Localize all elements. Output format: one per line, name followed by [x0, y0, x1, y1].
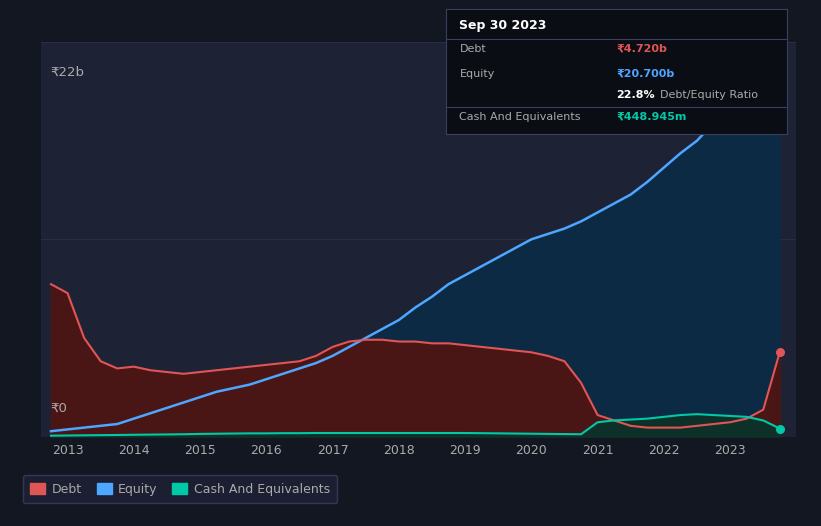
- Text: Cash And Equivalents: Cash And Equivalents: [460, 112, 581, 122]
- Text: ₹0: ₹0: [50, 402, 67, 415]
- Text: Equity: Equity: [460, 69, 495, 79]
- Point: [773, 348, 787, 356]
- Text: ₹22b: ₹22b: [50, 66, 84, 79]
- Text: ₹448.945m: ₹448.945m: [616, 112, 686, 122]
- Point: [773, 61, 787, 69]
- Point: [773, 424, 787, 433]
- Legend: Debt, Equity, Cash And Equivalents: Debt, Equity, Cash And Equivalents: [23, 475, 337, 503]
- Text: 22.8%: 22.8%: [616, 90, 655, 100]
- Text: ₹20.700b: ₹20.700b: [616, 69, 674, 79]
- Text: Debt/Equity Ratio: Debt/Equity Ratio: [660, 90, 759, 100]
- Text: Sep 30 2023: Sep 30 2023: [460, 19, 547, 32]
- Text: ₹4.720b: ₹4.720b: [616, 44, 667, 54]
- Text: Debt: Debt: [460, 44, 486, 54]
